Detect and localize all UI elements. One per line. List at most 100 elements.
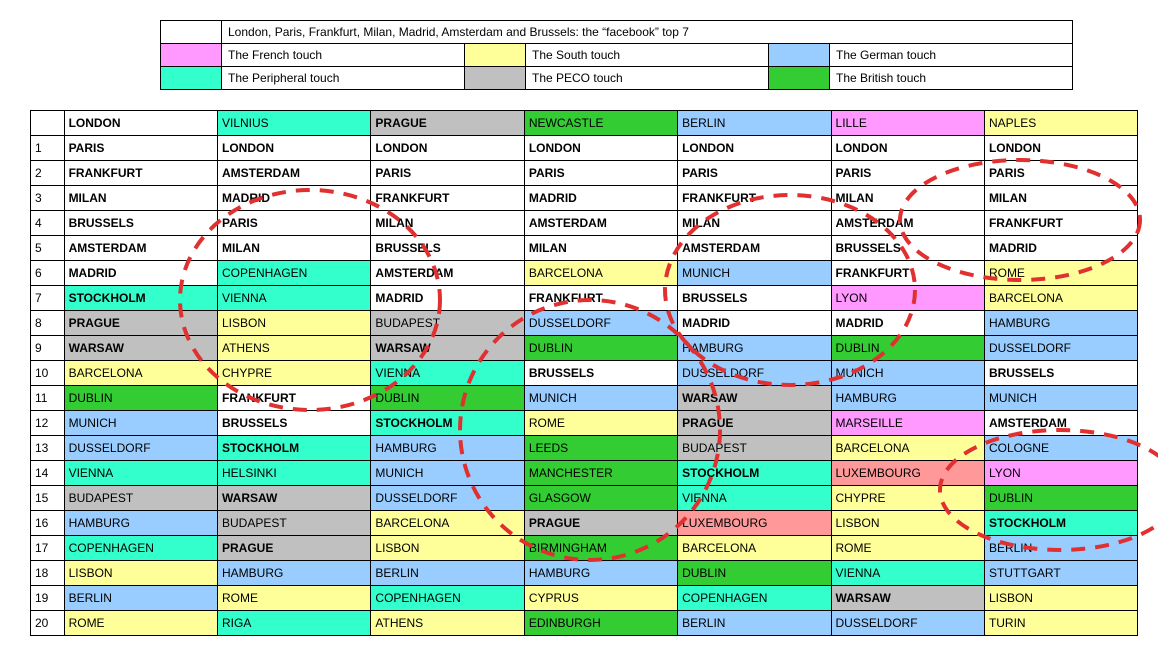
legend-row-2: The Peripheral touchThe PECO touchThe Br… [161, 67, 1073, 90]
cell: GLASGOW [524, 486, 677, 511]
cell: FRANKFURT [984, 211, 1137, 236]
cell: BUDAPEST [217, 511, 370, 536]
row-number: 9 [31, 336, 65, 361]
legend-swatch-south [465, 44, 526, 67]
row-number: 16 [31, 511, 65, 536]
row-number: 18 [31, 561, 65, 586]
cell: STOCKHOLM [678, 461, 831, 486]
cell: DUBLIN [64, 386, 217, 411]
row-number: 13 [31, 436, 65, 461]
cell: HAMBURG [984, 311, 1137, 336]
cell: FRANKFURT [64, 161, 217, 186]
cell: PRAGUE [678, 411, 831, 436]
col-header-3: NEWCASTLE [524, 111, 677, 136]
cell: STOCKHOLM [64, 286, 217, 311]
table-row: 18LISBONHAMBURGBERLINHAMBURGDUBLINVIENNA… [31, 561, 1138, 586]
row-number: 8 [31, 311, 65, 336]
cell: BARCELONA [678, 536, 831, 561]
cell: MADRID [371, 286, 524, 311]
table-row: 8PRAGUELISBONBUDAPESTDUSSELDORFMADRIDMAD… [31, 311, 1138, 336]
row-number: 15 [31, 486, 65, 511]
cell: MUNICH [678, 261, 831, 286]
legend-table: London, Paris, Frankfurt, Milan, Madrid,… [160, 20, 1073, 90]
table-row: 7STOCKHOLMVIENNAMADRIDFRANKFURTBRUSSELSL… [31, 286, 1138, 311]
cell: AMSTERDAM [217, 161, 370, 186]
cell: LONDON [524, 136, 677, 161]
cell: LISBON [831, 511, 984, 536]
cell: LEEDS [524, 436, 677, 461]
header-row: LONDONVILNIUSPRAGUENEWCASTLEBERLINLILLEN… [31, 111, 1138, 136]
legend: London, Paris, Frankfurt, Milan, Madrid,… [160, 20, 1138, 90]
cell: DUBLIN [984, 486, 1137, 511]
cell: VIENNA [371, 361, 524, 386]
table-row: 11DUBLINFRANKFURTDUBLINMUNICHWARSAWHAMBU… [31, 386, 1138, 411]
row-number: 10 [31, 361, 65, 386]
cell: MUNICH [524, 386, 677, 411]
cell: HAMBURG [217, 561, 370, 586]
cell: LISBON [217, 311, 370, 336]
table-row: 19BERLINROMECOPENHAGENCYPRUSCOPENHAGENWA… [31, 586, 1138, 611]
row-number: 17 [31, 536, 65, 561]
cell: MILAN [524, 236, 677, 261]
cell: MILAN [678, 211, 831, 236]
table-row: 14VIENNAHELSINKIMUNICHMANCHESTERSTOCKHOL… [31, 461, 1138, 486]
cell: MUNICH [371, 461, 524, 486]
table-row: 5AMSTERDAMMILANBRUSSELSMILANAMSTERDAMBRU… [31, 236, 1138, 261]
cell: AMSTERDAM [831, 211, 984, 236]
cell: BERLIN [371, 561, 524, 586]
cell: AMSTERDAM [64, 236, 217, 261]
cell: BRUSSELS [678, 286, 831, 311]
table-row: 9WARSAWATHENSWARSAWDUBLINHAMBURGDUBLINDU… [31, 336, 1138, 361]
cell: PRAGUE [64, 311, 217, 336]
cell: DUBLIN [524, 336, 677, 361]
legend-top-swatch [161, 21, 222, 44]
cell: BRUSSELS [64, 211, 217, 236]
cell: MILAN [64, 186, 217, 211]
row-number: 6 [31, 261, 65, 286]
cell: BERLIN [984, 536, 1137, 561]
cell: MUNICH [984, 386, 1137, 411]
col-header-5: LILLE [831, 111, 984, 136]
cell: BERLIN [678, 611, 831, 636]
legend-swatch-peripheral [161, 67, 222, 90]
row-number: 19 [31, 586, 65, 611]
table-row: 1PARISLONDONLONDONLONDONLONDONLONDONLOND… [31, 136, 1138, 161]
cell: STOCKHOLM [217, 436, 370, 461]
cell: MADRID [524, 186, 677, 211]
cell: WARSAW [64, 336, 217, 361]
cell: MADRID [678, 311, 831, 336]
col-header-6: NAPLES [984, 111, 1137, 136]
table-row: 3MILANMADRIDFRANKFURTMADRIDFRANKFURTMILA… [31, 186, 1138, 211]
cell: BERLIN [64, 586, 217, 611]
legend-label-peripheral: The Peripheral touch [222, 67, 465, 90]
cell: DUSSELDORF [64, 436, 217, 461]
ranking-table: LONDONVILNIUSPRAGUENEWCASTLEBERLINLILLEN… [30, 110, 1138, 636]
legend-label-british: The British touch [830, 67, 1073, 90]
cell: PARIS [831, 161, 984, 186]
cell: HAMBURG [524, 561, 677, 586]
cell: HAMBURG [64, 511, 217, 536]
cell: CHYPRE [831, 486, 984, 511]
cell: DUBLIN [678, 561, 831, 586]
cell: FRANKFURT [524, 286, 677, 311]
cell: BUDAPEST [371, 311, 524, 336]
legend-top-row: London, Paris, Frankfurt, Milan, Madrid,… [161, 21, 1073, 44]
cell: MILAN [984, 186, 1137, 211]
cell: COPENHAGEN [217, 261, 370, 286]
table-row: 10BARCELONACHYPREVIENNABRUSSELSDUSSELDOR… [31, 361, 1138, 386]
cell: MADRID [831, 311, 984, 336]
table-row: 17COPENHAGENPRAGUELISBONBIRMINGHAMBARCEL… [31, 536, 1138, 561]
cell: BUDAPEST [678, 436, 831, 461]
cell: VIENNA [678, 486, 831, 511]
cell: BARCELONA [984, 286, 1137, 311]
cell: ROME [64, 611, 217, 636]
cell: LONDON [217, 136, 370, 161]
cell: STOCKHOLM [371, 411, 524, 436]
cell: BRUSSELS [831, 236, 984, 261]
cell: BARCELONA [64, 361, 217, 386]
cell: HAMBURG [831, 386, 984, 411]
legend-row-1: The French touchThe South touchThe Germa… [161, 44, 1073, 67]
cell: PRAGUE [524, 511, 677, 536]
cell: MADRID [64, 261, 217, 286]
cell: PARIS [371, 161, 524, 186]
